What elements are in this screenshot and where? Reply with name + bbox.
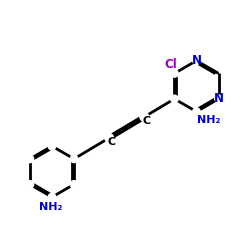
Text: NH₂: NH₂ — [196, 115, 220, 125]
Circle shape — [171, 70, 178, 77]
Circle shape — [193, 57, 200, 64]
Circle shape — [171, 95, 178, 102]
Circle shape — [140, 112, 149, 121]
Circle shape — [48, 193, 56, 201]
Circle shape — [70, 155, 78, 162]
Text: Cl: Cl — [164, 58, 177, 71]
Circle shape — [26, 155, 34, 162]
Circle shape — [193, 108, 200, 115]
Circle shape — [70, 181, 78, 188]
Circle shape — [105, 134, 114, 142]
Text: N: N — [192, 54, 202, 67]
Text: NH₂: NH₂ — [39, 202, 62, 212]
Text: C: C — [142, 116, 150, 126]
Text: N: N — [214, 92, 224, 106]
Circle shape — [215, 95, 222, 102]
Circle shape — [48, 142, 56, 150]
Text: C: C — [107, 136, 116, 146]
Circle shape — [26, 181, 34, 188]
